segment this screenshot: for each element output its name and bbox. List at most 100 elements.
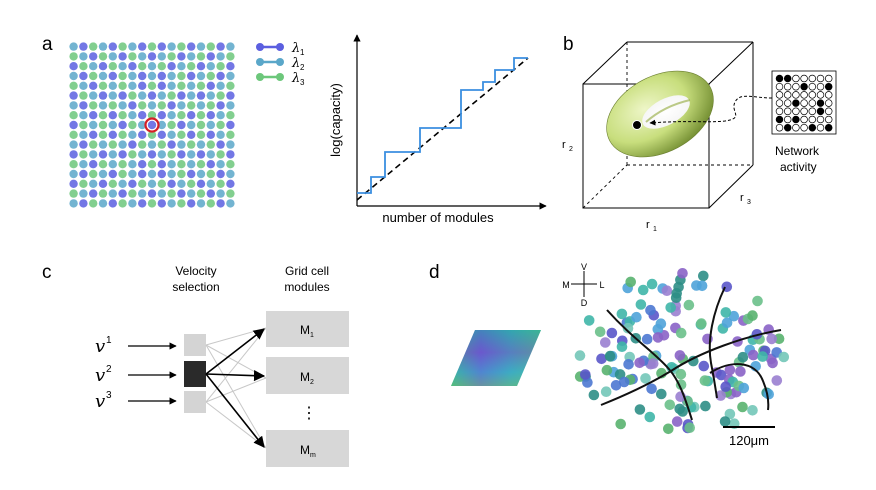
inactive-neuron <box>824 99 833 107</box>
lattice-node <box>206 101 215 110</box>
lattice-node <box>89 169 98 179</box>
lattice-node <box>177 42 186 51</box>
lattice-node <box>177 120 186 130</box>
lattice-node <box>98 61 108 71</box>
lattice-node <box>128 81 137 91</box>
lattice-node <box>206 120 215 130</box>
lattice-node <box>79 179 88 188</box>
module-boundaries <box>600 286 782 421</box>
grid-cell <box>674 403 685 415</box>
grid-cell <box>601 364 613 376</box>
grid-cell <box>757 351 768 362</box>
lattice-node <box>69 120 78 130</box>
lattice-node <box>128 169 137 179</box>
compass-dorsal-label: D <box>581 298 588 308</box>
lattice-node <box>187 169 196 179</box>
lattice-node <box>69 140 78 149</box>
grid-cell <box>778 351 790 363</box>
inactive-neuron <box>808 107 817 116</box>
lattice-node <box>167 169 176 179</box>
legend-item-lambda2: λ 2 <box>256 56 305 72</box>
active-neuron <box>800 82 808 91</box>
grid-cell <box>656 388 667 400</box>
lattice-node <box>98 42 108 51</box>
linear-reference-line <box>356 57 529 201</box>
lattice-node <box>226 130 235 139</box>
lattice-node <box>157 179 166 188</box>
lattice-node <box>147 140 157 149</box>
inactive-neuron <box>800 107 808 116</box>
grid-cell <box>748 349 759 361</box>
axis-r1-subscript: 1 <box>653 226 657 233</box>
velocity-superscript: 2 <box>106 364 112 375</box>
velocity-input-1: v 1 <box>95 335 177 357</box>
lattice-node <box>167 101 176 110</box>
lattice-node <box>226 160 235 169</box>
lattice-node <box>89 140 98 149</box>
lattice-node <box>138 160 147 169</box>
panel-label-d: d <box>429 262 440 283</box>
lattice-node <box>187 111 196 120</box>
lattice-node <box>187 61 196 71</box>
lattice-node <box>108 91 118 100</box>
lattice-node <box>118 120 127 130</box>
axis-r1-label: r <box>646 219 650 231</box>
lattice-node <box>138 52 147 61</box>
panel-label-c: c <box>42 262 52 283</box>
lattice-node <box>118 71 127 81</box>
lattice-node <box>108 140 118 149</box>
lattice-node <box>147 120 157 130</box>
grid-cell <box>582 377 593 388</box>
lattice-node <box>187 130 196 139</box>
lattice-node <box>196 199 206 208</box>
lattice-node <box>89 189 98 198</box>
module-label: M <box>300 323 310 337</box>
grid-cell <box>720 307 732 318</box>
grid-cell <box>671 288 682 299</box>
lattice-node <box>187 199 196 208</box>
selector-unit-1 <box>184 334 206 356</box>
inactive-neuron <box>775 123 784 132</box>
lattice-node <box>226 140 235 149</box>
grid-cell <box>700 400 711 412</box>
grid-cell <box>766 333 777 345</box>
grid-cell <box>600 386 612 398</box>
lattice-node <box>69 52 78 61</box>
torus <box>606 70 714 158</box>
lattice-node <box>157 61 166 71</box>
lattice-node <box>157 140 166 149</box>
lattice-node <box>167 189 176 198</box>
module-box-m: M m <box>266 430 349 467</box>
lattice-node <box>226 111 235 120</box>
grid-cell <box>631 311 642 323</box>
velocity-symbol: v <box>95 391 105 412</box>
lattice-node <box>69 61 78 71</box>
lattice-node <box>187 71 196 81</box>
grid-cell <box>574 350 586 361</box>
lattice-node <box>79 111 88 120</box>
compass-ventral-label: V <box>581 262 587 272</box>
lattice-node <box>187 52 196 61</box>
lattice-node <box>89 71 98 81</box>
grid-cell <box>644 411 656 423</box>
lattice-node <box>167 52 176 61</box>
lattice-node <box>138 101 147 110</box>
lattice-node <box>216 61 225 71</box>
lattice-node <box>196 189 206 198</box>
grid-cell <box>625 276 636 288</box>
lattice-node <box>226 42 235 51</box>
grid-cell <box>724 408 736 420</box>
grid-cell <box>752 295 763 307</box>
lattice-node <box>196 81 206 91</box>
lattice-node <box>89 160 98 169</box>
grid-cell <box>637 284 649 296</box>
lattice-node <box>69 130 78 139</box>
lattice-center-marker <box>144 117 160 133</box>
inactive-neuron <box>808 91 817 99</box>
grid-cell <box>634 404 646 415</box>
lattice-node <box>157 130 166 139</box>
lattice-node <box>118 101 127 110</box>
lattice-node <box>216 101 225 110</box>
lattice-node <box>118 61 127 71</box>
lattice-node <box>98 150 108 159</box>
